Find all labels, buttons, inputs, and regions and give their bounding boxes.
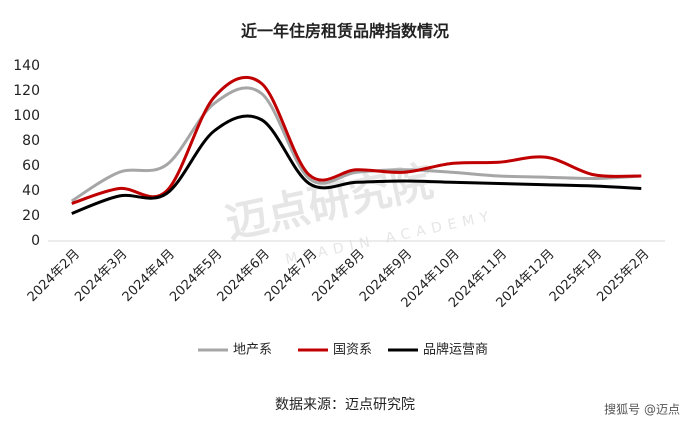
legend-label: 国资系 (333, 343, 372, 358)
line (71, 75, 642, 205)
credit: 搜狐号 @迈点 (604, 402, 680, 417)
y-tick-label: 0 (31, 233, 40, 249)
y-tick-label: 40 (22, 183, 40, 199)
line (71, 114, 642, 215)
y-tick-label: 120 (13, 83, 40, 99)
source: 数据来源：迈点研究院 (275, 397, 415, 413)
chart-title: 近一年住房租赁品牌指数情况 (241, 22, 449, 41)
y-tick-label: 140 (13, 58, 40, 74)
legend-label: 地产系 (233, 343, 272, 358)
legend-label: 品牌运营商 (423, 342, 488, 358)
line (70, 86, 642, 203)
y-tick-label: 100 (13, 108, 40, 124)
y-tick-label: 60 (22, 158, 40, 174)
y-tick-label: 20 (22, 208, 40, 224)
y-tick-label: 80 (22, 133, 40, 149)
